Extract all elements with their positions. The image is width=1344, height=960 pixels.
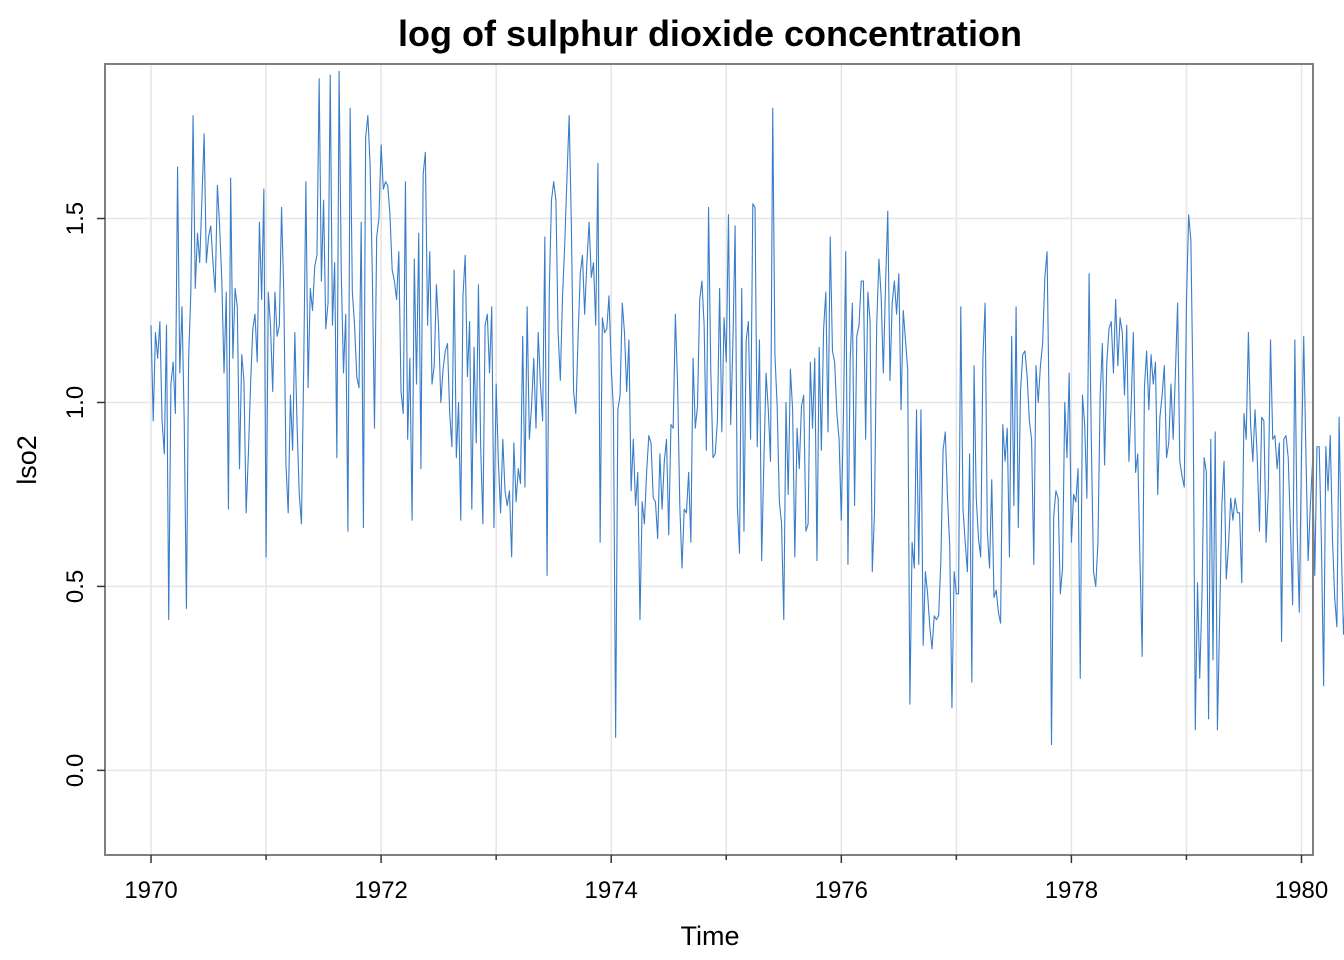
y-axis-label: lso2 bbox=[12, 435, 42, 485]
y-tick-label: 0.0 bbox=[62, 754, 89, 787]
x-tick-label: 1974 bbox=[585, 877, 638, 904]
plot-frame bbox=[104, 63, 1314, 856]
y-tick-label: 1.0 bbox=[62, 386, 89, 419]
y-tick-label: 0.5 bbox=[62, 570, 89, 603]
x-tick-label: 1970 bbox=[124, 877, 177, 904]
x-tick-label: 1980 bbox=[1275, 877, 1328, 904]
x-tick-label: 1972 bbox=[354, 877, 407, 904]
x-tick-label: 1976 bbox=[815, 877, 868, 904]
axes: 1970 1972 1974 1976 1978 1980 0.0 0.5 1.0 1.5 bbox=[62, 202, 1328, 904]
y-tick-label: 1.5 bbox=[62, 202, 89, 235]
x-axis-label: Time bbox=[681, 921, 740, 951]
chart-title: log of sulphur dioxide concentration bbox=[398, 13, 1022, 54]
series-line bbox=[150, 70, 1344, 746]
series-layer bbox=[150, 70, 1344, 746]
x-tick-label: 1978 bbox=[1045, 877, 1098, 904]
